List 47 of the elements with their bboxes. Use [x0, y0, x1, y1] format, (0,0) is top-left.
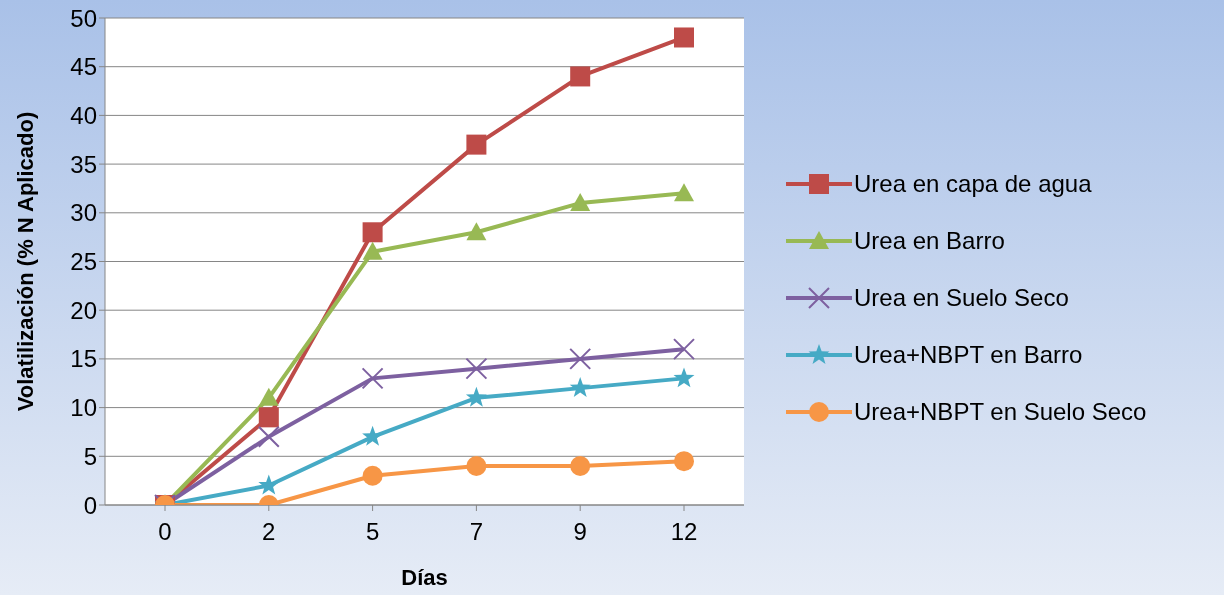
y-tick-label: 10 [70, 394, 97, 422]
point [257, 425, 280, 448]
point [258, 387, 279, 406]
point [674, 451, 694, 472]
y-axis-title: Volatilización (% N Aplicado) [12, 111, 38, 412]
point [466, 456, 487, 477]
y-tick-label: 30 [70, 199, 97, 227]
legend-label: Urea+NBPT en Suelo Seco [854, 397, 1147, 426]
y-tick-label: 35 [70, 150, 97, 178]
point [674, 27, 694, 48]
y-tick-label: 5 [83, 442, 97, 470]
point [362, 465, 383, 486]
x-tick-label: 2 [262, 518, 276, 546]
y-tick-label: 0 [83, 491, 97, 519]
y-tick-label: 20 [70, 296, 97, 324]
x-tick-label: 5 [365, 518, 380, 546]
x-tick-label: 7 [469, 518, 484, 546]
point [465, 357, 488, 380]
x-tick-label: 0 [158, 518, 172, 546]
point [361, 367, 384, 390]
point [569, 377, 591, 398]
point [570, 193, 591, 212]
legend-label: Urea en capa de agua [854, 169, 1092, 198]
point [466, 222, 487, 241]
legend-label: Urea en Barro [854, 226, 1005, 255]
point [466, 134, 487, 155]
point [673, 338, 695, 361]
y-tick-label: 25 [70, 248, 97, 276]
point [362, 222, 383, 243]
x-axis-title: Días [401, 565, 448, 590]
point [674, 183, 694, 202]
point [570, 66, 591, 87]
x-tick-label: 12 [670, 518, 698, 546]
point [570, 456, 591, 477]
legend-label: Urea en Suelo Seco [854, 283, 1069, 312]
x-tick-label: 9 [573, 518, 587, 546]
point [258, 407, 279, 428]
y-tick-label: 40 [70, 101, 97, 129]
y-tick-label: 50 [70, 4, 97, 32]
point [569, 347, 592, 370]
point [673, 367, 695, 388]
point [465, 386, 487, 407]
y-tick-label: 45 [70, 53, 97, 81]
y-tick-label: 15 [70, 345, 97, 373]
point [258, 474, 280, 495]
point [362, 241, 383, 260]
legend-label: Urea+NBPT en Barro [854, 340, 1083, 369]
